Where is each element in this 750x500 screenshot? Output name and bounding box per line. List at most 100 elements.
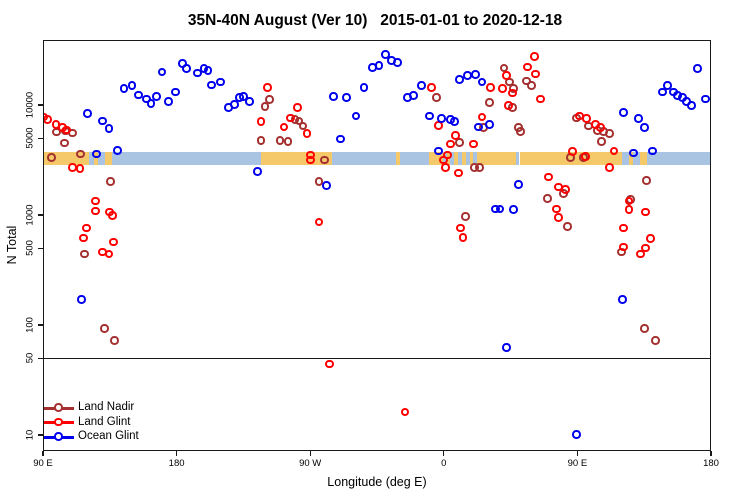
y-tick-label: 10000 xyxy=(24,91,36,119)
x-tick-label: 90 E xyxy=(567,458,588,469)
data-point-ocean-glint xyxy=(495,204,504,214)
data-point-land-glint xyxy=(302,129,312,138)
data-point-land-nadir xyxy=(100,324,109,333)
data-point-land-glint xyxy=(646,234,655,243)
data-point-ocean-glint xyxy=(203,66,213,75)
data-point-ocean-glint xyxy=(193,68,202,78)
data-point-ocean-glint xyxy=(157,67,166,77)
data-point-land-glint xyxy=(446,139,455,149)
chart-title: 35N-40N August (Ver 10) 2015-01-01 to 20… xyxy=(187,12,563,29)
data-point-land-glint xyxy=(624,196,633,206)
y-tick xyxy=(38,357,43,359)
y-axis-title: N Total xyxy=(5,225,19,265)
data-point-land-glint xyxy=(75,164,85,173)
data-point-land-glint xyxy=(609,146,619,156)
data-point-land-nadir xyxy=(60,138,69,148)
data-point-land-nadir xyxy=(475,163,484,172)
x-tick xyxy=(576,451,578,456)
data-point-ocean-glint xyxy=(152,92,161,101)
x-tick-label: 0 xyxy=(441,458,447,469)
x-tick xyxy=(710,451,712,456)
map-band-segment-ocean xyxy=(515,151,520,165)
data-point-ocean-glint xyxy=(127,81,137,90)
y-tick xyxy=(38,247,43,249)
data-point-ocean-glint xyxy=(329,92,338,101)
data-point-ocean-glint xyxy=(663,81,672,90)
data-point-land-glint xyxy=(619,223,628,233)
data-point-land-nadir xyxy=(640,324,649,333)
data-point-land-glint xyxy=(619,242,628,252)
data-point-land-glint xyxy=(523,62,532,72)
data-point-land-glint xyxy=(263,83,272,92)
map-band-segment-ocean xyxy=(457,151,462,165)
data-point-land-glint xyxy=(443,150,452,160)
map-band-segment-ocean xyxy=(621,151,629,165)
data-point-land-glint xyxy=(279,122,289,132)
data-point-land-glint xyxy=(43,115,52,124)
data-point-land-glint xyxy=(306,155,315,165)
data-point-land-glint xyxy=(109,237,118,247)
map-band-segment-ocean xyxy=(112,151,261,165)
data-point-land-glint xyxy=(636,249,645,259)
map-band-segment-ocean xyxy=(473,151,478,165)
map-band-segment-land xyxy=(105,151,113,165)
y-tick-label: 5000 xyxy=(24,127,36,149)
data-point-land-glint xyxy=(91,196,100,206)
data-point-ocean-glint xyxy=(477,77,487,87)
data-point-ocean-glint xyxy=(509,205,518,214)
y-tick-label: 50 xyxy=(24,352,36,364)
data-point-ocean-glint xyxy=(98,116,107,126)
y-tick-label: 10 xyxy=(24,429,36,441)
data-point-land-glint xyxy=(530,52,539,61)
data-point-land-glint xyxy=(544,172,553,182)
data-point-ocean-glint xyxy=(514,180,523,189)
data-point-ocean-glint xyxy=(134,90,143,100)
data-point-land-nadir xyxy=(314,177,324,186)
x-tick xyxy=(309,451,311,456)
data-point-land-nadir xyxy=(260,102,270,111)
map-band-segment-land xyxy=(454,151,458,165)
data-point-land-glint xyxy=(62,125,71,135)
data-point-land-glint xyxy=(502,71,511,80)
data-point-ocean-glint xyxy=(463,71,472,80)
legend-label: Land Nadir xyxy=(78,401,135,413)
data-point-ocean-glint xyxy=(572,430,581,439)
data-point-land-nadir xyxy=(265,95,274,104)
data-point-land-glint xyxy=(108,211,117,220)
data-point-land-nadir xyxy=(597,137,606,146)
data-point-land-glint xyxy=(456,223,465,233)
data-point-land-glint xyxy=(552,204,561,214)
x-tick xyxy=(176,451,178,456)
data-point-ocean-glint xyxy=(230,100,239,109)
data-point-land-glint xyxy=(561,185,570,194)
data-point-land-glint xyxy=(641,207,650,217)
data-point-land-nadir xyxy=(642,176,651,185)
x-tick xyxy=(443,451,445,456)
map-band-segment-land xyxy=(461,151,467,165)
data-point-land-glint xyxy=(486,83,495,92)
data-point-ocean-glint xyxy=(640,123,649,132)
data-point-ocean-glint xyxy=(409,91,418,100)
data-point-land-glint xyxy=(469,139,478,149)
map-band-segment-ocean xyxy=(646,151,711,165)
data-point-ocean-glint xyxy=(455,75,464,84)
data-point-ocean-glint xyxy=(104,124,113,133)
data-point-land-glint xyxy=(605,163,614,172)
map-band-segment-ocean xyxy=(400,151,429,165)
data-point-ocean-glint xyxy=(618,295,627,304)
data-point-ocean-glint xyxy=(119,84,128,93)
data-point-ocean-glint xyxy=(336,134,345,144)
data-point-ocean-glint xyxy=(171,87,180,97)
data-point-land-nadir xyxy=(432,93,441,102)
data-point-land-glint xyxy=(451,131,460,140)
map-band-segment-land xyxy=(477,151,516,165)
plot-border xyxy=(43,40,711,451)
data-point-land-glint xyxy=(458,233,468,242)
data-point-land-glint xyxy=(400,407,409,417)
data-point-land-nadir xyxy=(76,149,85,159)
y-tick xyxy=(38,434,43,436)
data-point-land-nadir xyxy=(461,212,470,221)
data-point-land-nadir xyxy=(605,129,614,138)
data-point-ocean-glint xyxy=(701,94,710,104)
